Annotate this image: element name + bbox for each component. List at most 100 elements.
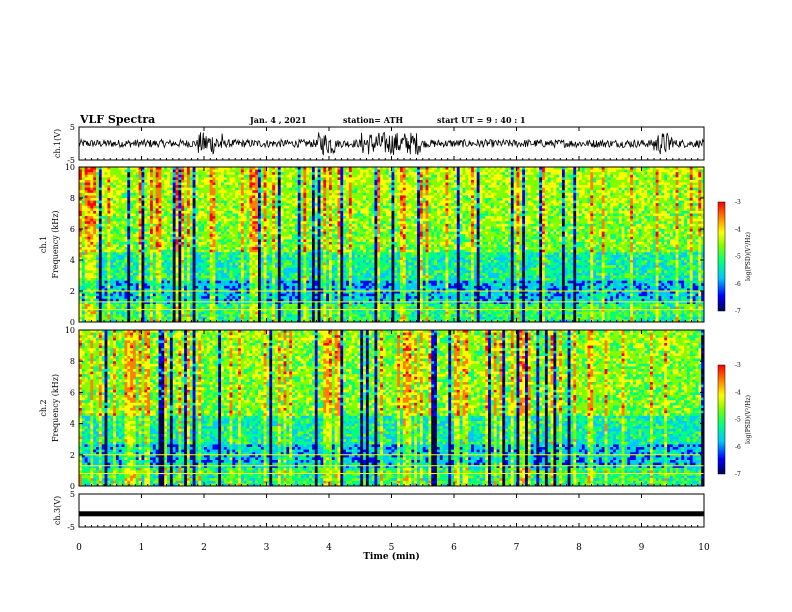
- spectrogram-cell: [218, 265, 221, 268]
- spectrogram-cell: [286, 281, 289, 284]
- spectrogram-cell: [195, 265, 198, 268]
- spectrogram-cell: [249, 247, 252, 250]
- spectrogram-cell: [150, 247, 153, 250]
- spectrogram-cell: [301, 201, 304, 204]
- spectrogram-cell: [159, 226, 162, 229]
- spectrogram-cell: [93, 268, 96, 271]
- spectrogram-cell: [232, 201, 235, 204]
- spectrogram-cell: [198, 260, 201, 263]
- spectrogram-cell: [281, 201, 284, 204]
- spectrogram-cell: [93, 203, 96, 206]
- spectrogram-cell: [144, 252, 147, 255]
- spectrogram-cell: [164, 175, 167, 178]
- spectrogram-cell: [292, 226, 295, 229]
- spectrogram-cell: [178, 294, 181, 297]
- spectrogram-cell: [306, 172, 309, 175]
- spectrogram-cell: [90, 211, 93, 214]
- spectrogram-cell: [232, 250, 235, 253]
- spectrogram-cell: [102, 216, 105, 219]
- spectrogram-cell: [133, 255, 136, 258]
- spectrogram-cell: [159, 281, 162, 284]
- spectrogram-cell: [204, 294, 207, 297]
- spectrogram-cell: [150, 257, 153, 260]
- spectrogram-cell: [184, 190, 187, 193]
- spectrogram-cell: [261, 211, 264, 214]
- spectrogram-cell: [159, 214, 162, 217]
- spectrogram-cell: [153, 283, 156, 286]
- spectrogram-cell: [247, 245, 250, 248]
- spectrogram-cell: [96, 175, 99, 178]
- spectrogram-cell: [306, 317, 309, 320]
- spectrogram-cell: [221, 283, 224, 286]
- spectrogram-cell: [198, 294, 201, 297]
- spectrogram-cell: [139, 177, 142, 180]
- spectrogram-cell: [142, 237, 145, 240]
- spectrogram-cell: [267, 263, 270, 266]
- spectrogram-cell: [261, 273, 264, 276]
- spectrogram-cell: [184, 263, 187, 266]
- spectrogram-cell: [227, 226, 230, 229]
- spectrogram-cell: [139, 198, 142, 201]
- spectrogram-cell: [292, 203, 295, 206]
- spectrogram-cell: [286, 239, 289, 242]
- spectrogram-cell: [159, 312, 162, 315]
- spectrogram-cell: [184, 281, 187, 284]
- spectrogram-cell: [147, 245, 150, 248]
- spectrogram-cell: [198, 278, 201, 281]
- spectrogram-cell: [193, 198, 196, 201]
- spectrogram-cell: [232, 239, 235, 242]
- spectrogram-cell: [284, 268, 287, 271]
- spectrogram-cell: [301, 183, 304, 186]
- spectrogram-cell: [133, 294, 136, 297]
- spectrogram-cell: [124, 250, 127, 253]
- spectrogram-cell: [130, 206, 133, 209]
- spectrogram-cell: [136, 180, 139, 183]
- spectrogram-cell: [159, 193, 162, 196]
- spectrogram-cell: [235, 234, 238, 237]
- spectrogram-cell: [142, 257, 145, 260]
- spectrogram-cell: [122, 201, 125, 204]
- spectrogram-cell: [267, 273, 270, 276]
- spectrogram-cell: [232, 170, 235, 173]
- spectrogram-cell: [150, 185, 153, 188]
- spectrogram-cell: [107, 208, 110, 211]
- spectrogram-cell: [110, 276, 113, 279]
- spectrogram-cell: [187, 270, 190, 273]
- spectrogram-cell: [289, 234, 292, 237]
- spectrogram-cell: [230, 312, 233, 315]
- spectrogram-cell: [207, 226, 210, 229]
- spectrogram-cell: [156, 247, 159, 250]
- spectrogram-cell: [207, 195, 210, 198]
- spectrogram-cell: [167, 183, 170, 186]
- spectrogram-cell: [161, 226, 164, 229]
- spectrogram-cell: [258, 281, 261, 284]
- spectrogram-cell: [244, 270, 247, 273]
- spectrogram-cell: [82, 208, 85, 211]
- spectrogram-cell: [90, 201, 93, 204]
- spectrogram-cell: [210, 237, 213, 240]
- spectrogram-cell: [306, 268, 309, 271]
- spectrogram-cell: [150, 237, 153, 240]
- spectrogram-cell: [218, 250, 221, 253]
- spectrogram-cell: [127, 270, 130, 273]
- spectrogram-cell: [82, 234, 85, 237]
- spectrogram-cell: [167, 263, 170, 266]
- spectrogram-cell: [122, 283, 125, 286]
- spectrogram-cell: [267, 229, 270, 232]
- spectrogram-cell: [173, 216, 176, 219]
- spectrogram-cell: [82, 283, 85, 286]
- spectrogram-cell: [264, 312, 267, 315]
- spectrogram-cell: [261, 317, 264, 320]
- spectrogram-cell: [247, 203, 250, 206]
- spectrogram-cell: [286, 234, 289, 237]
- spectrogram-cell: [249, 312, 252, 315]
- spectrogram-cell: [306, 247, 309, 250]
- spectrogram-cell: [264, 299, 267, 302]
- spectrogram-cell: [232, 221, 235, 224]
- spectrogram-cell: [124, 263, 127, 266]
- spectrogram-cell: [267, 268, 270, 271]
- spectrogram-cell: [201, 247, 204, 250]
- spectrogram-cell: [110, 265, 113, 268]
- spectrogram-cell: [241, 299, 244, 302]
- spectrogram-cell: [201, 312, 204, 315]
